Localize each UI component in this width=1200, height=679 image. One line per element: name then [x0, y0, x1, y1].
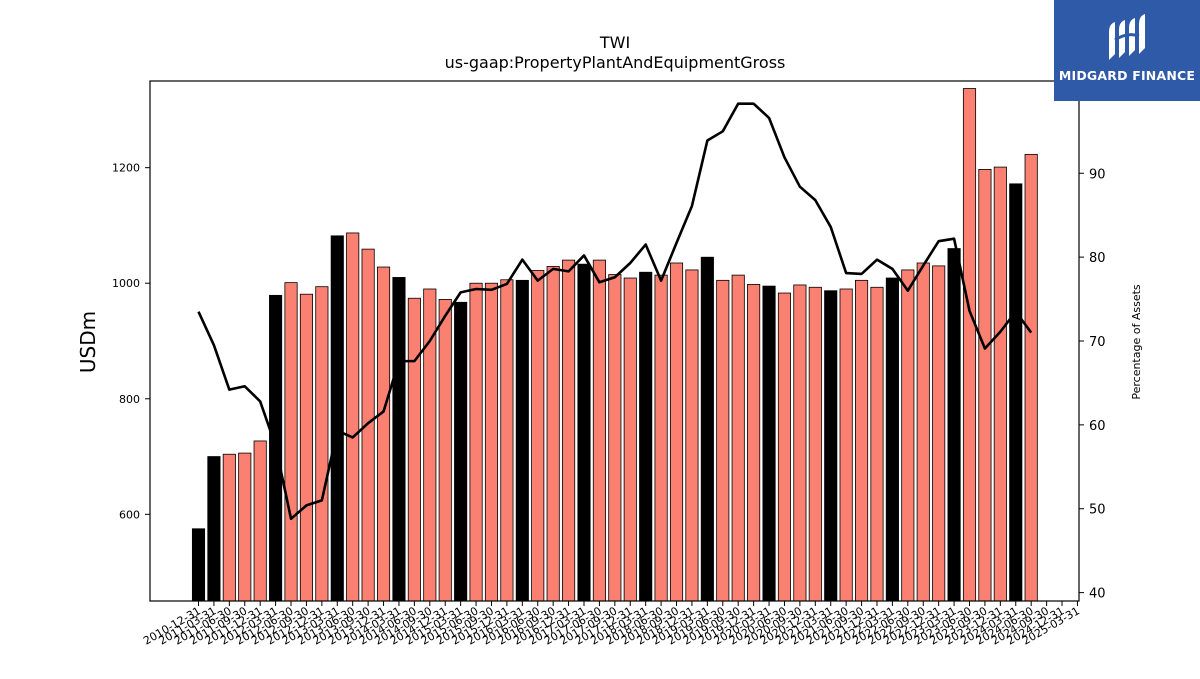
- bar: [639, 271, 653, 602]
- y2-axis-label: Percentage of Assets: [1130, 284, 1143, 400]
- midgard-logo-icon: [1109, 14, 1145, 60]
- bar: [1009, 183, 1023, 602]
- bar: [562, 259, 576, 602]
- bar: [978, 168, 992, 602]
- percentage-line: [197, 102, 1033, 521]
- bar: [916, 262, 930, 602]
- bar: [361, 248, 375, 602]
- y-axis-label: USDm: [76, 311, 100, 373]
- bar: [901, 269, 915, 602]
- bar: [207, 456, 221, 602]
- bar: [515, 279, 529, 602]
- bar: [438, 298, 452, 602]
- bar: [747, 283, 761, 602]
- y-tick-label: 1000: [112, 277, 140, 290]
- bar: [346, 232, 360, 602]
- bar: [731, 274, 745, 602]
- chart-title: TWI: [599, 33, 630, 52]
- bar: [839, 288, 853, 602]
- bar: [870, 286, 884, 602]
- brand-logo: MIDGARD FINANCE: [1054, 0, 1200, 101]
- bar: [685, 269, 699, 602]
- bar: [191, 528, 206, 602]
- y-tick-label: 1200: [112, 162, 140, 175]
- bar: [932, 265, 946, 602]
- bar: [253, 440, 267, 602]
- bar: [623, 277, 637, 602]
- bar: [962, 88, 977, 602]
- bar: [777, 292, 792, 602]
- bar: [484, 282, 499, 602]
- bar: [577, 263, 591, 602]
- bar: [330, 235, 344, 602]
- bar: [315, 286, 329, 602]
- bar: [500, 279, 514, 602]
- bars-layer: [191, 88, 1038, 602]
- bar: [654, 274, 668, 602]
- bar: [716, 279, 730, 602]
- bar: [392, 277, 406, 602]
- bar: [993, 166, 1007, 602]
- bar: [947, 248, 961, 602]
- bar: [376, 266, 391, 602]
- y-tick-label: 600: [119, 508, 140, 521]
- bar: [222, 453, 236, 602]
- y2-tick-label: 40: [1089, 587, 1106, 602]
- bar: [855, 279, 869, 602]
- bar: [808, 286, 822, 602]
- bar: [824, 290, 838, 602]
- bar: [299, 293, 313, 602]
- y2-tick-label: 70: [1089, 335, 1106, 350]
- bar: [1024, 153, 1038, 602]
- y2-tick-label: 90: [1089, 167, 1106, 182]
- bar: [531, 270, 545, 602]
- bar: [669, 262, 684, 602]
- bar: [793, 284, 807, 602]
- bar: [407, 297, 421, 602]
- line-layer: [197, 102, 1033, 521]
- y-tick-label: 800: [119, 393, 140, 406]
- bar: [469, 282, 483, 602]
- brand-name: MIDGARD FINANCE: [1058, 68, 1196, 83]
- bar: [284, 282, 298, 602]
- y2-tick-label: 60: [1089, 419, 1106, 434]
- y2-tick-label: 50: [1089, 503, 1106, 518]
- y2-tick-label: 80: [1089, 251, 1106, 266]
- bar: [762, 285, 776, 602]
- chart-subtitle: us-gaap:PropertyPlantAndEquipmentGross: [445, 53, 786, 72]
- bar: [608, 274, 622, 602]
- bar: [885, 277, 899, 602]
- axes-layer: 600800100012004050607080902010-12-312011…: [112, 80, 1106, 648]
- bar: [700, 256, 714, 602]
- bar: [546, 266, 560, 602]
- bar: [592, 259, 606, 602]
- bar: [454, 301, 468, 602]
- bar: [238, 452, 252, 602]
